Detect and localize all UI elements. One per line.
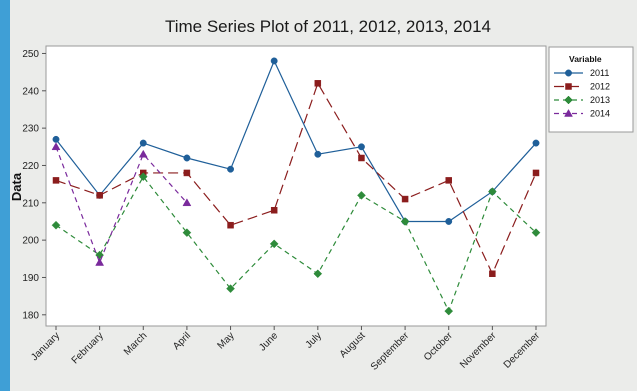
x-tick-label: April [171, 330, 193, 352]
data-point [51, 142, 61, 151]
data-point [400, 217, 410, 226]
y-tick-label: 210 [22, 198, 39, 209]
legend-label: 2012 [590, 82, 610, 92]
series-layer [51, 57, 541, 316]
data-point [226, 284, 235, 294]
legend-label: 2013 [590, 95, 610, 105]
chart-title: Time Series Plot of 2011, 2012, 2013, 20… [165, 17, 491, 36]
data-point [314, 150, 322, 158]
data-point [314, 80, 322, 87]
series-line [55, 81, 537, 276]
legend: Variable 2011 2012 2013 2014 [548, 46, 634, 133]
legend-swatch-marker [564, 95, 573, 105]
y-tick-label: 180 [22, 310, 39, 321]
data-point [51, 220, 61, 230]
x-axis: January February March April May June July Augu… [29, 326, 543, 373]
data-point [139, 139, 147, 147]
y-tick-label: 230 [22, 124, 39, 135]
x-tick-label: September [369, 330, 412, 373]
legend-entry: 2012 [554, 82, 610, 92]
data-point [95, 258, 105, 266]
legend-entry: 2014 [554, 109, 610, 119]
x-tick-label: June [257, 330, 280, 353]
data-point [138, 149, 148, 158]
accent-bar [0, 0, 10, 391]
series-line [55, 59, 537, 223]
plot-frame [45, 45, 547, 327]
data-point [358, 154, 365, 162]
legend-swatch-marker [565, 69, 572, 77]
data-point [269, 239, 279, 249]
data-point [52, 177, 60, 184]
series-line [55, 175, 537, 313]
x-tick-label: November [458, 330, 499, 371]
y-axis-label: Data [9, 172, 24, 201]
data-point [96, 192, 103, 199]
data-point [313, 269, 323, 279]
series-2014 [51, 142, 192, 266]
x-tick-label: August [338, 330, 368, 360]
data-point [532, 169, 540, 177]
y-tick-label: 240 [22, 86, 39, 97]
data-point [488, 187, 497, 196]
data-point [183, 169, 191, 177]
data-point [182, 228, 192, 238]
legend-swatch-marker [564, 108, 573, 117]
x-tick-label: October [422, 330, 455, 363]
data-point [227, 221, 234, 229]
y-tick-label: 220 [22, 161, 39, 172]
data-point [270, 57, 278, 65]
legend-swatch-marker [565, 83, 572, 90]
series-line [55, 146, 188, 265]
data-point [444, 306, 454, 316]
data-point [183, 154, 191, 162]
legend-title: Variable [569, 54, 602, 64]
data-point [401, 195, 409, 203]
series-2013 [51, 172, 541, 316]
data-point [445, 218, 453, 225]
data-point [531, 228, 541, 238]
data-point [489, 270, 496, 277]
x-tick-label: May [216, 330, 237, 351]
x-tick-label: July [304, 330, 324, 350]
legend-box [548, 46, 634, 133]
data-point [358, 143, 365, 151]
x-tick-label: March [122, 330, 149, 357]
data-point [52, 135, 60, 143]
data-point [182, 198, 192, 207]
y-tick-label: 200 [22, 236, 39, 247]
data-point [270, 207, 278, 214]
x-tick-label: January [29, 330, 62, 363]
legend-label: 2014 [590, 109, 610, 119]
x-tick-label: February [70, 330, 106, 366]
data-point [138, 172, 148, 182]
y-tick-label: 190 [22, 273, 39, 284]
plot-area [45, 45, 547, 327]
legend-entries: 2011 2012 2013 2014 [554, 68, 610, 119]
legend-label: 2011 [590, 68, 609, 78]
legend-entry: 2011 [554, 68, 609, 78]
y-axis: 180 190 200 210 220 230 240 250 [22, 49, 46, 321]
data-point [357, 190, 366, 200]
data-point [445, 177, 452, 184]
data-point [227, 165, 234, 173]
legend-entry: 2013 [554, 95, 610, 105]
data-point [532, 139, 540, 147]
x-tick-label: December [502, 330, 543, 371]
y-tick-label: 250 [22, 49, 39, 60]
